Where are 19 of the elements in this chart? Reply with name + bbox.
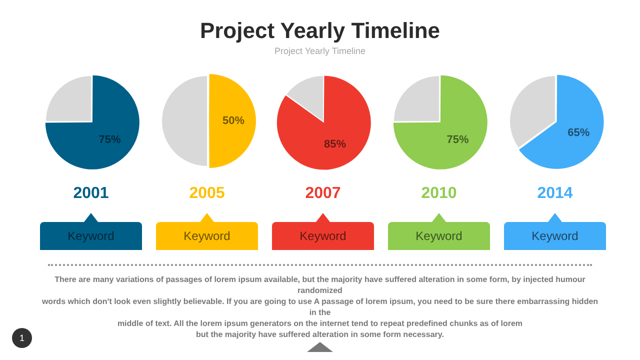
text: There are many variations of passages of lorem ipsum available, but the majority have suffered alteration in some form, by injected humour randomized words which don't look even slightly believable. If you are going to use A passage of lorem ipsum, you need to be sure there embarrassing hidden in the middle of text. All the lorem ipsum generators on the internet tend to repeat predefined chunks as of lorem but the majority have suffered alteration in some form necessary. [42,275,598,339]
text: 2005 [189,184,225,204]
text: 2007 [305,184,341,204]
data-label: 85% [324,138,346,151]
text: Project Yearly Timeline [198,18,442,44]
text: Project Yearly Timeline [273,46,367,56]
data-label: 75% [98,134,121,146]
data-label: 75% [446,134,469,146]
text: 2010 [421,184,457,204]
text: Keyword [388,222,490,250]
text: 1 [12,328,32,348]
text: Keyword [40,222,142,250]
text: Keyword [504,222,606,250]
data-label: 50% [222,115,245,128]
text: Keyword [272,222,374,250]
text: 2014 [537,184,573,204]
text: Keyword [156,222,258,250]
text: 2001 [73,184,109,204]
data-label: 65% [568,127,590,140]
